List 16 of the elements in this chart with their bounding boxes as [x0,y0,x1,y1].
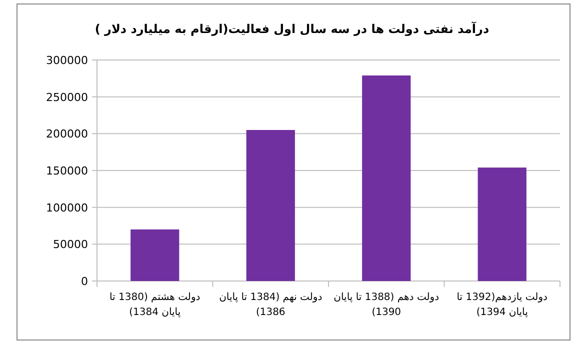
chart-title: درآمد نفتی دولت ها در سه سال اول فعالیت(ارقام به میلیارد دلار ) [94,22,490,36]
y-tick-label: 0 [81,275,88,288]
bar [478,168,526,281]
bar [362,75,411,281]
x-tick-label: دولت یازدهم(1392 تا پایان 1394) [456,291,548,320]
x-tick-label: دولت نهم (1384 تا پایان 1386) [218,291,324,320]
y-tick-label: 50000 [53,238,88,252]
y-tick-label: 300000 [46,54,88,67]
x-tick-label: دولت هشتم (1380 تا پایان 1384) [108,291,202,320]
y-tick-label: 200000 [46,128,88,141]
x-tick-label: دولت دهم (1388 تا پایان 1390) [332,291,440,320]
y-tick-label: 250000 [46,90,88,104]
bar [246,130,295,281]
bar [130,229,180,281]
y-tick-label: 100000 [46,201,88,214]
y-tick-label: 150000 [46,164,88,178]
